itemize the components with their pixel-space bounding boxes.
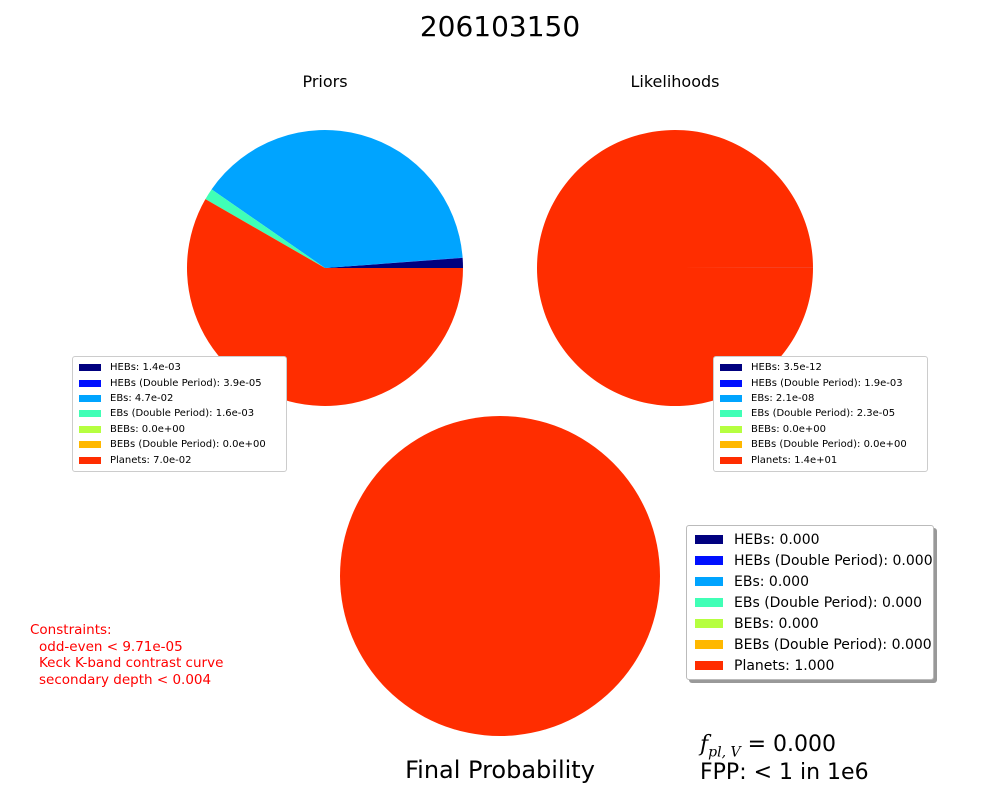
fpl-subscript: pl, V	[708, 744, 741, 761]
likelihoods-legend-swatch	[720, 394, 742, 402]
priors-legend-label: HEBs: 1.4e-03	[110, 362, 181, 374]
priors-legend-swatch	[79, 425, 101, 433]
fpl-value: fpl, V = 0.000	[700, 732, 836, 760]
constraints-block: Constraints: odd-even < 9.71e-05 Keck K-…	[30, 622, 223, 688]
likelihoods-slice-planets	[536, 130, 813, 407]
final-legend-swatch	[695, 535, 723, 544]
likelihoods-legend-label: BEBs (Double Period): 0.0e+00	[751, 439, 907, 451]
final-legend-label: BEBs (Double Period): 0.000	[734, 636, 932, 653]
likelihoods-legend-swatch	[720, 379, 742, 387]
priors-legend-label: BEBs (Double Period): 0.0e+00	[110, 439, 266, 451]
final-legend-label: Planets: 1.000	[734, 657, 835, 674]
priors-title: Priors	[302, 72, 348, 91]
priors-slice-hebs	[325, 257, 463, 268]
likelihoods-legend-swatch	[720, 441, 742, 449]
priors-legend-label: EBs: 4.7e-02	[110, 392, 174, 404]
likelihoods-legend-item: EBs: 2.1e-08	[720, 391, 921, 406]
final-legend-item: EBs (Double Period): 0.000	[695, 592, 925, 613]
priors-legend-item: EBs (Double Period): 1.6e-03	[79, 406, 280, 421]
final-probability-legend: HEBs: 0.000 HEBs (Double Period): 0.000 EB…	[686, 525, 934, 680]
likelihoods-legend-label: EBs: 2.1e-08	[751, 392, 815, 404]
final-probability-title: Final Probability	[405, 756, 595, 784]
priors-legend-label: Planets: 7.0e-02	[110, 454, 192, 466]
likelihoods-legend-label: EBs (Double Period): 2.3e-05	[751, 408, 896, 420]
final-legend-item: EBs: 0.000	[695, 571, 925, 592]
constraint-secondary-depth: secondary depth < 0.004	[39, 671, 212, 688]
likelihoods-legend-label: BEBs: 0.0e+00	[751, 423, 826, 435]
final-legend-item: HEBs: 0.000	[695, 529, 925, 550]
priors-legend-item: BEBs (Double Period): 0.0e+00	[79, 437, 280, 452]
priors-slice-hebs-double-period	[325, 257, 463, 268]
final-slice-planets	[340, 416, 660, 736]
final-legend-swatch	[695, 556, 723, 565]
priors-legend-swatch	[79, 456, 101, 464]
final-legend-item: BEBs (Double Period): 0.000	[695, 634, 932, 655]
figure-title: 206103150	[419, 10, 581, 43]
fpp-value: FPP: < 1 in 1e6	[700, 760, 869, 785]
priors-legend-label: BEBs: 0.0e+00	[110, 423, 185, 435]
priors-pie	[187, 129, 463, 407]
likelihoods-legend-swatch	[720, 456, 742, 464]
likelihoods-legend-item: HEBs (Double Period): 1.9e-03	[720, 375, 921, 390]
likelihoods-legend-swatch	[720, 410, 742, 418]
priors-legend-swatch	[79, 379, 101, 387]
final-legend-swatch	[695, 577, 723, 586]
likelihoods-legend-item: Planets: 1.4e+01	[720, 452, 921, 467]
final-legend-item: Planets: 1.000	[695, 655, 925, 676]
likelihoods-legend-swatch	[720, 364, 742, 372]
final-legend-item: HEBs (Double Period): 0.000	[695, 550, 933, 571]
priors-legend-item: HEBs: 1.4e-03	[79, 360, 280, 375]
priors-legend-swatch	[79, 364, 101, 372]
likelihoods-legend: HEBs: 3.5e-12 HEBs (Double Period): 1.9e-…	[713, 356, 928, 472]
final-legend-label: EBs: 0.000	[734, 573, 809, 590]
likelihoods-legend-item: BEBs: 0.0e+00	[720, 422, 921, 437]
constraints-header: Constraints:	[30, 622, 112, 638]
priors-legend-label: EBs (Double Period): 1.6e-03	[110, 408, 255, 420]
priors-legend-item: HEBs (Double Period): 3.9e-05	[79, 375, 280, 390]
priors-legend-item: EBs: 4.7e-02	[79, 391, 280, 406]
final-legend-swatch	[695, 598, 723, 607]
constraint-contrast-curve: Keck K-band contrast curve	[39, 655, 224, 671]
final-legend-label: HEBs (Double Period): 0.000	[734, 552, 933, 569]
constraint-odd-even: odd-even < 9.71e-05	[39, 638, 183, 655]
priors-legend-item: BEBs: 0.0e+00	[79, 422, 280, 437]
likelihoods-pie	[536, 130, 813, 407]
final-legend-swatch	[695, 661, 723, 670]
priors-legend: HEBs: 1.4e-03 HEBs (Double Period): 3.9e-…	[72, 356, 287, 472]
priors-legend-swatch	[79, 410, 101, 418]
final-legend-item: BEBs: 0.000	[695, 613, 925, 634]
priors-slice-ebs	[211, 129, 463, 268]
likelihoods-legend-item: EBs (Double Period): 2.3e-05	[720, 406, 921, 421]
likelihoods-legend-swatch	[720, 425, 742, 433]
likelihoods-legend-item: HEBs: 3.5e-12	[720, 360, 921, 375]
fpl-number: = 0.000	[747, 732, 837, 757]
likelihoods-legend-label: Planets: 1.4e+01	[751, 454, 838, 466]
likelihoods-legend-label: HEBs (Double Period): 1.9e-03	[751, 377, 903, 389]
final-legend-label: HEBs: 0.000	[734, 531, 820, 548]
priors-legend-swatch	[79, 441, 101, 449]
likelihoods-legend-label: HEBs: 3.5e-12	[751, 362, 822, 374]
priors-slice-planets	[187, 199, 463, 407]
final-legend-label: BEBs: 0.000	[734, 615, 819, 632]
priors-legend-label: HEBs (Double Period): 3.9e-05	[110, 377, 262, 389]
final-probability-pie	[340, 416, 660, 736]
priors-legend-swatch	[79, 394, 101, 402]
final-legend-label: EBs (Double Period): 0.000	[734, 594, 923, 611]
priors-legend-item: Planets: 7.0e-02	[79, 452, 280, 467]
fpl-symbol: f	[700, 732, 709, 757]
likelihoods-legend-item: BEBs (Double Period): 0.0e+00	[720, 437, 921, 452]
final-legend-swatch	[695, 619, 723, 628]
priors-slice-ebs-double-period	[205, 189, 325, 268]
final-legend-swatch	[695, 640, 723, 649]
likelihoods-title: Likelihoods	[630, 72, 720, 91]
